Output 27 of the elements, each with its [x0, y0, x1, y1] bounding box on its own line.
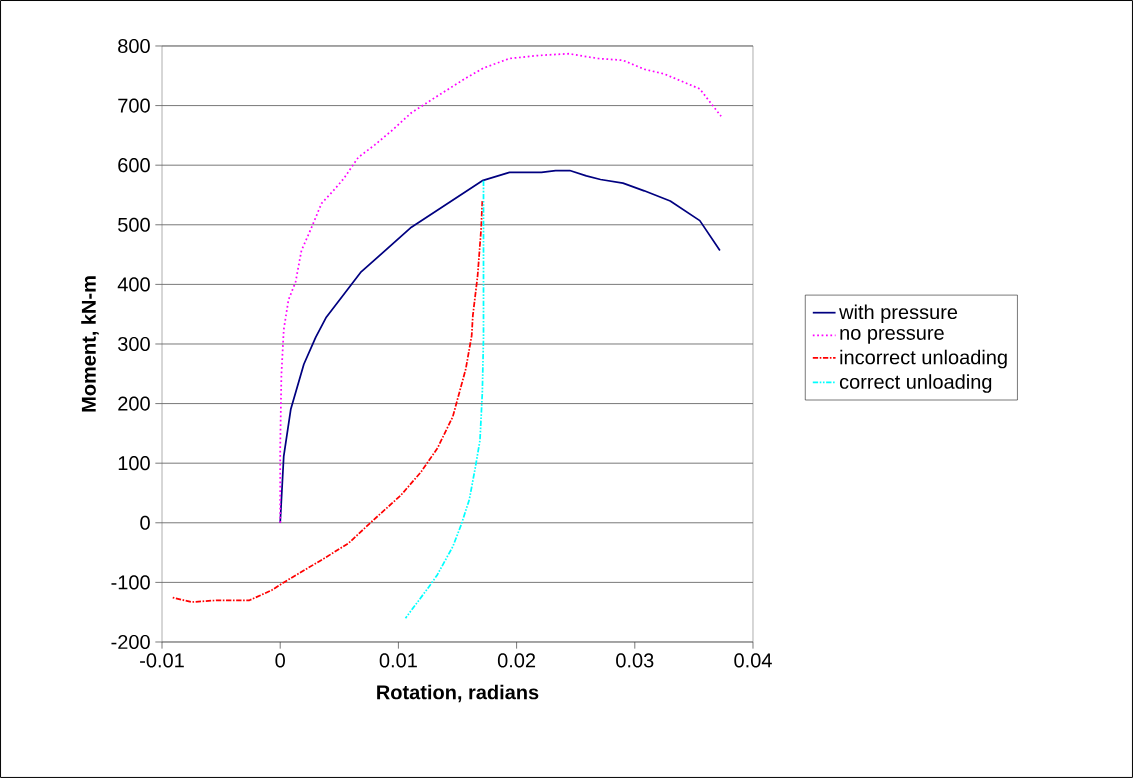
- y-axis-title: Moment, kN-m: [81, 276, 99, 412]
- legend-label: no pressure: [840, 328, 944, 344]
- y-tick-label: 700: [118, 98, 150, 113]
- line-series: [279, 52, 722, 524]
- x-axis-title: Rotation, radians: [377, 684, 539, 703]
- legend-label: with pressure: [839, 304, 958, 324]
- y-tick-label: 300: [118, 336, 150, 352]
- x-tick-label: -0.01: [140, 653, 184, 668]
- y-tick-label: 500: [118, 217, 150, 232]
- y-tick-label: 200: [118, 396, 150, 411]
- y-tick-label: -200: [111, 634, 150, 650]
- y-tick-label: 400: [117, 277, 150, 292]
- y-tick-label: 800: [118, 38, 150, 54]
- x-tick-label: 0: [275, 653, 285, 668]
- y-tick-label: 100: [118, 456, 150, 471]
- line-series: [170, 200, 484, 603]
- y-tick-label: -100: [111, 575, 150, 590]
- x-tick-label: 0.02: [497, 653, 536, 668]
- x-tick-label: 0.04: [734, 653, 772, 668]
- y-tick-label: 600: [118, 158, 150, 173]
- y-tick-label: 0: [140, 515, 150, 530]
- line-series: [404, 179, 485, 620]
- legend-label: correct unloading: [839, 374, 992, 393]
- legend-label: incorrect unloading: [840, 349, 1007, 369]
- x-tick-label: 0.03: [616, 653, 654, 668]
- x-tick-label: 0.01: [379, 653, 417, 668]
- line-series: [279, 169, 721, 524]
